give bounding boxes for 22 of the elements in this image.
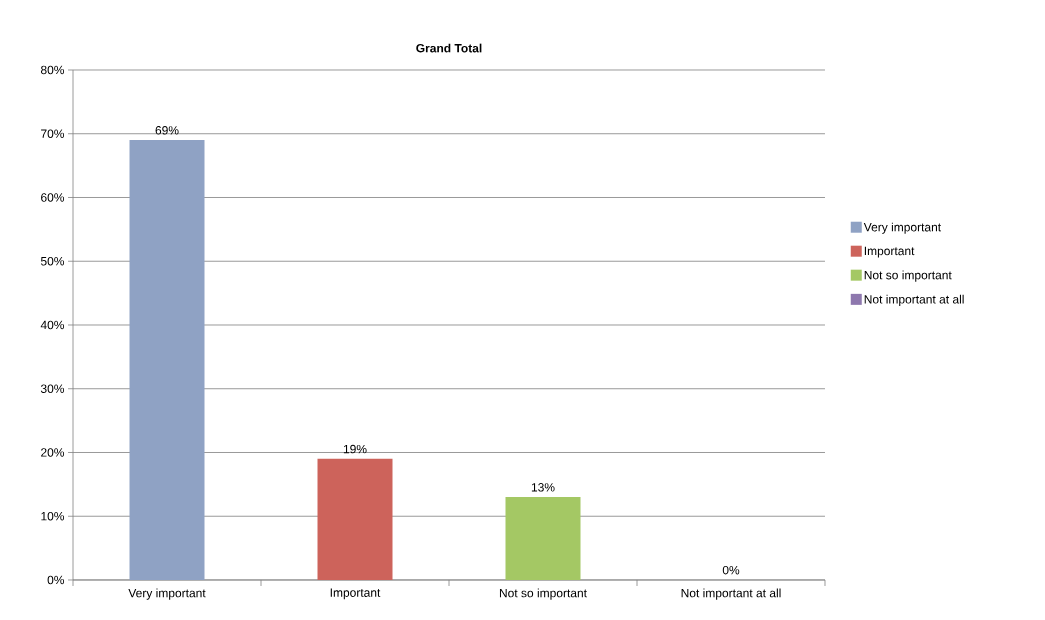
data-label: 13% bbox=[531, 483, 555, 492]
y-tick-label: 0% bbox=[47, 575, 65, 585]
legend-label: Not important at all bbox=[864, 294, 964, 306]
y-tick-label: 50% bbox=[40, 256, 65, 266]
data-label: 0% bbox=[722, 565, 740, 575]
legend-label: Not so important bbox=[864, 270, 952, 282]
y-tick-label: 80% bbox=[40, 65, 65, 75]
y-tick-label: 30% bbox=[40, 384, 65, 393]
legend-label: Very important bbox=[863, 222, 942, 234]
x-tick-label: Not important at all bbox=[681, 588, 781, 600]
y-tick-label: 60% bbox=[41, 193, 65, 202]
data-label: 19% bbox=[343, 444, 367, 454]
y-tick-label: 40% bbox=[40, 320, 65, 330]
x-tick-label: Not so important bbox=[499, 588, 587, 600]
x-tick-label: Very important bbox=[128, 588, 206, 600]
data-label: 69% bbox=[155, 126, 179, 135]
chart-title: Grand Total bbox=[416, 43, 482, 53]
x-tick-label: Important bbox=[330, 588, 381, 600]
y-tick-label: 70% bbox=[41, 129, 65, 138]
legend-label: Important bbox=[864, 246, 915, 258]
y-tick-label: 10% bbox=[41, 511, 65, 521]
y-tick-label: 20% bbox=[41, 448, 65, 457]
